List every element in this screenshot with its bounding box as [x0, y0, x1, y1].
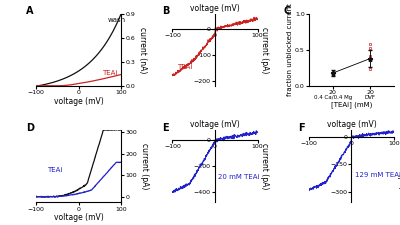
Text: TEAi: TEAi	[47, 167, 62, 173]
Text: 0.4 Ca/0.4 Mg: 0.4 Ca/0.4 Mg	[314, 95, 352, 100]
Text: 129 mM TEAi: 129 mM TEAi	[355, 172, 400, 178]
Text: TEAi: TEAi	[102, 70, 118, 76]
X-axis label: voltage (mV): voltage (mV)	[190, 4, 240, 13]
Y-axis label: current (pA): current (pA)	[397, 143, 400, 189]
X-axis label: voltage (mV): voltage (mV)	[190, 120, 240, 129]
X-axis label: voltage (mV): voltage (mV)	[54, 97, 104, 106]
Text: F: F	[298, 123, 305, 133]
Text: B: B	[162, 6, 170, 16]
Text: E: E	[162, 123, 169, 133]
Text: DVF: DVF	[365, 95, 376, 100]
Y-axis label: current (pA): current (pA)	[260, 143, 269, 189]
Text: TEAi: TEAi	[177, 64, 192, 70]
Text: C: C	[283, 6, 290, 16]
Text: A: A	[26, 6, 33, 16]
X-axis label: voltage (mV): voltage (mV)	[54, 213, 104, 222]
Y-axis label: current (nA): current (nA)	[138, 27, 147, 73]
X-axis label: voltage (mV): voltage (mV)	[326, 120, 376, 129]
Text: wash: wash	[108, 17, 126, 22]
Y-axis label: current (pA): current (pA)	[140, 143, 149, 189]
Text: [TEAi] (mM): [TEAi] (mM)	[331, 101, 372, 108]
Text: 20 mM TEAi: 20 mM TEAi	[218, 174, 260, 180]
Y-axis label: current (pA): current (pA)	[260, 27, 269, 73]
Y-axis label: fraction unblocked current: fraction unblocked current	[288, 3, 294, 96]
Text: D: D	[26, 123, 34, 133]
